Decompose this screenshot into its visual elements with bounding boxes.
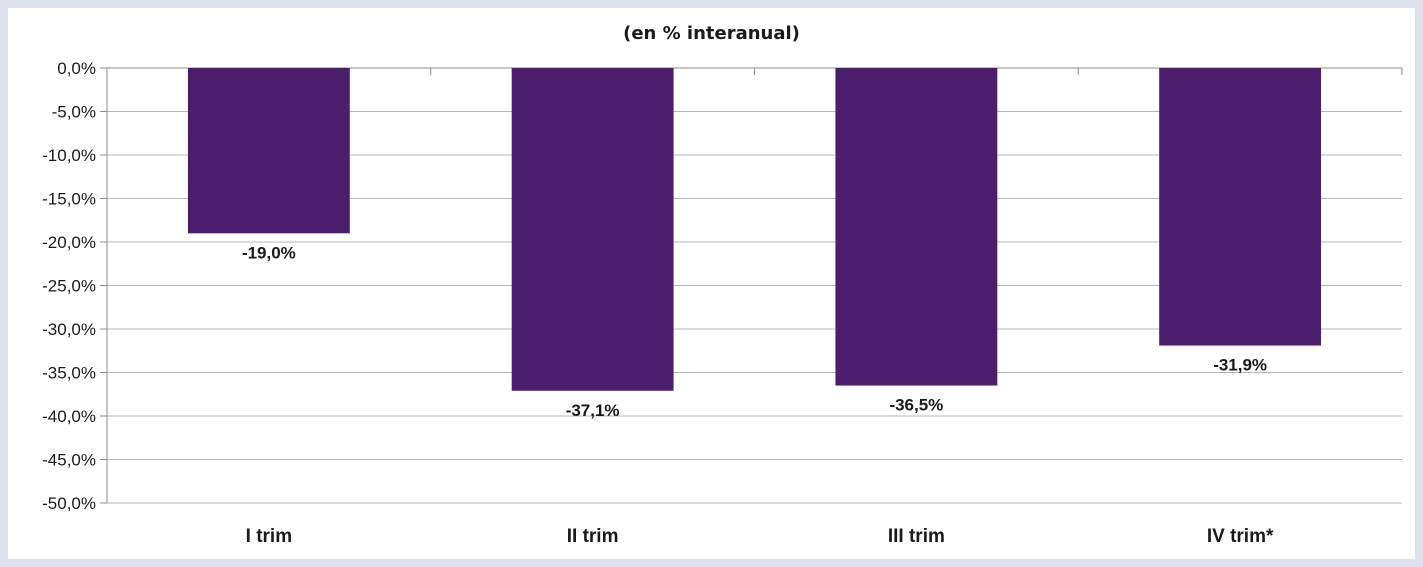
y-tick-label: -25,0% — [42, 277, 96, 296]
data-label: -36,5% — [889, 396, 943, 415]
y-tick-label: -45,0% — [42, 451, 96, 470]
y-tick-label: -35,0% — [42, 364, 96, 383]
data-label: -19,0% — [242, 243, 296, 262]
x-tick-label: I trim — [246, 526, 292, 547]
y-tick-label: -20,0% — [42, 233, 96, 252]
y-tick-label: -50,0% — [42, 494, 96, 513]
y-tick-label: -5,0% — [52, 103, 96, 122]
bar — [1159, 68, 1322, 346]
y-tick-label: -30,0% — [42, 320, 96, 339]
bar — [835, 68, 998, 386]
chart-title: (en % interanual) — [623, 23, 800, 44]
x-tick-label: III trim — [888, 526, 945, 547]
bar — [511, 68, 674, 391]
y-tick-label: -40,0% — [42, 407, 96, 426]
x-tick-label: IV trim* — [1207, 526, 1274, 547]
data-label: -31,9% — [1213, 356, 1267, 375]
y-tick-label: -10,0% — [42, 146, 96, 165]
data-label: -37,1% — [566, 401, 620, 420]
x-tick-label: II trim — [567, 526, 619, 547]
y-tick-label: 0,0% — [57, 59, 96, 78]
y-tick-label: -15,0% — [42, 190, 96, 209]
bar — [187, 68, 350, 234]
